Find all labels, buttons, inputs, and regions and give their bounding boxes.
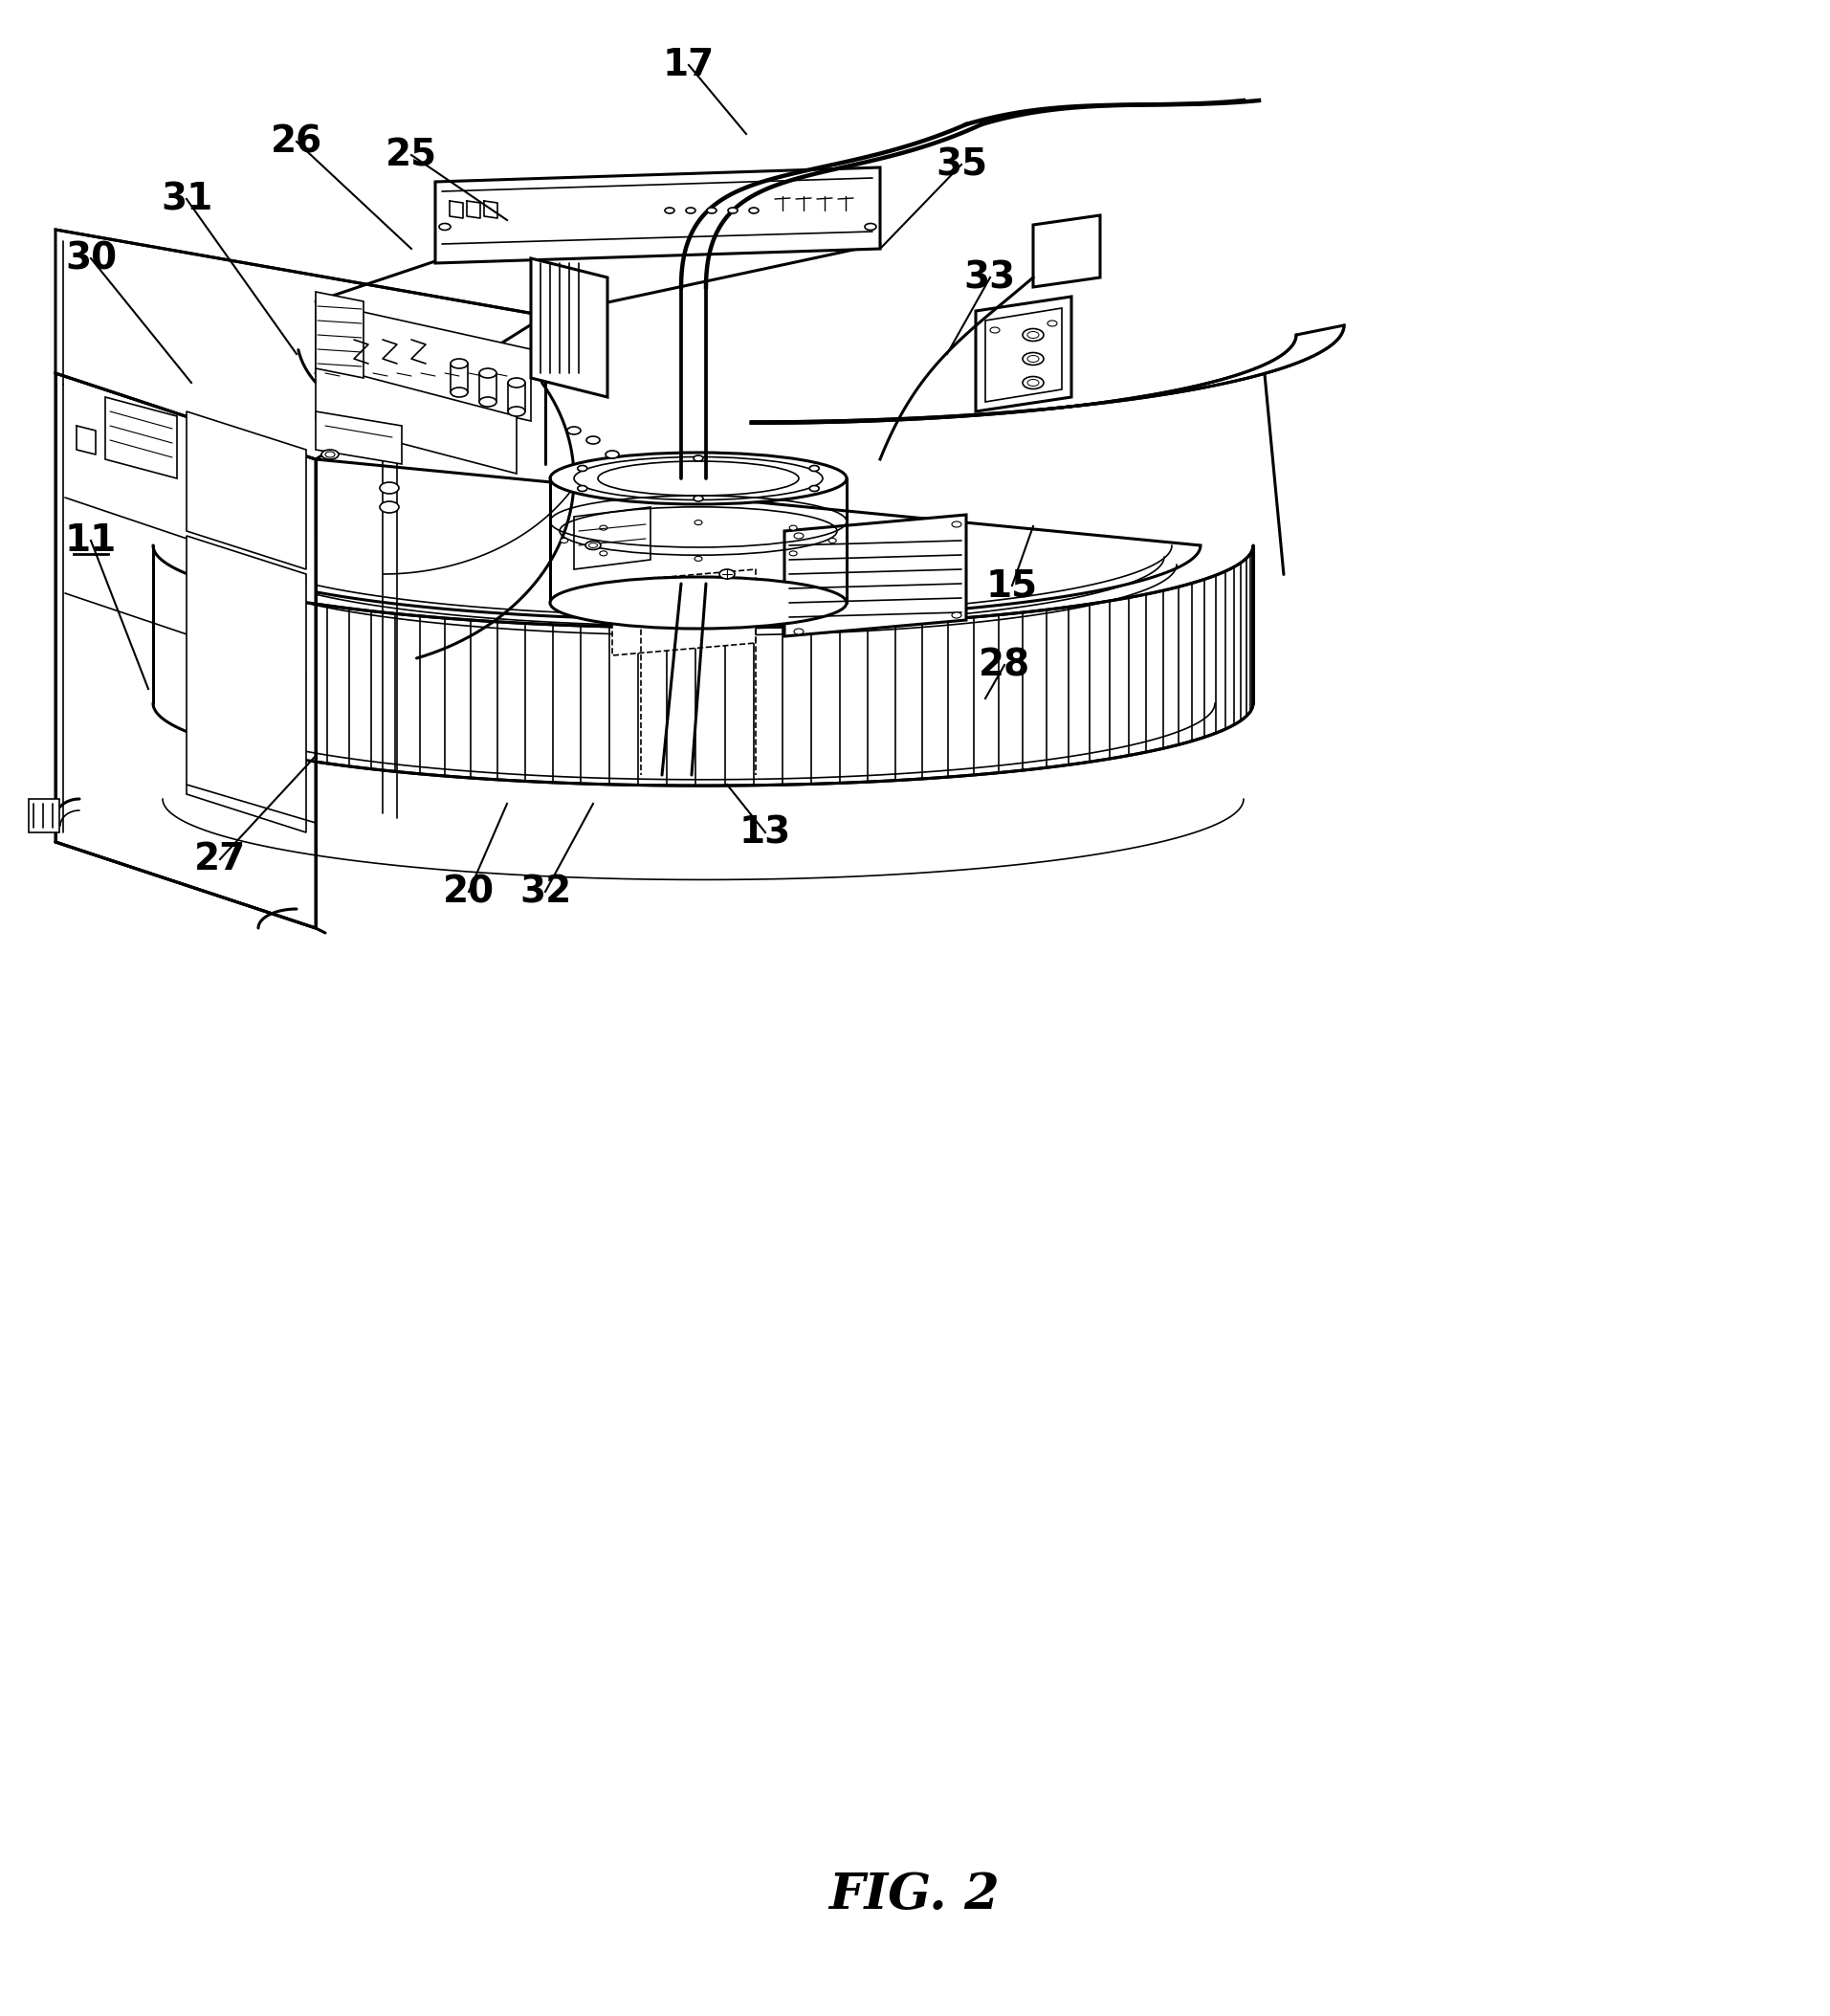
Ellipse shape xyxy=(866,224,877,230)
Polygon shape xyxy=(154,546,1254,786)
Ellipse shape xyxy=(695,556,703,560)
Polygon shape xyxy=(985,308,1061,401)
Ellipse shape xyxy=(1023,353,1043,365)
Ellipse shape xyxy=(952,522,961,528)
Ellipse shape xyxy=(664,208,675,214)
Ellipse shape xyxy=(560,538,567,542)
Polygon shape xyxy=(29,798,59,833)
Ellipse shape xyxy=(1023,377,1043,389)
Ellipse shape xyxy=(578,486,587,492)
Ellipse shape xyxy=(694,496,703,502)
Text: 31: 31 xyxy=(161,181,212,218)
Ellipse shape xyxy=(509,377,525,387)
Ellipse shape xyxy=(794,629,803,635)
Text: FIG. 2: FIG. 2 xyxy=(829,1871,999,1919)
Ellipse shape xyxy=(509,407,525,415)
Polygon shape xyxy=(317,411,403,464)
Text: 26: 26 xyxy=(271,123,322,159)
Ellipse shape xyxy=(578,466,587,472)
Ellipse shape xyxy=(809,466,820,472)
Ellipse shape xyxy=(1023,329,1043,341)
Polygon shape xyxy=(575,508,650,569)
Text: 15: 15 xyxy=(986,566,1038,603)
Ellipse shape xyxy=(789,550,798,556)
Ellipse shape xyxy=(829,538,836,542)
Text: 33: 33 xyxy=(964,260,1016,296)
Polygon shape xyxy=(531,258,608,397)
Ellipse shape xyxy=(686,208,695,214)
Ellipse shape xyxy=(586,540,600,550)
Ellipse shape xyxy=(381,502,399,512)
Ellipse shape xyxy=(322,450,339,460)
Polygon shape xyxy=(317,363,516,474)
Ellipse shape xyxy=(450,359,468,369)
Text: 30: 30 xyxy=(66,240,117,276)
Ellipse shape xyxy=(600,550,608,556)
Text: 13: 13 xyxy=(739,814,791,851)
Ellipse shape xyxy=(551,577,847,629)
Ellipse shape xyxy=(719,569,734,579)
Ellipse shape xyxy=(479,369,496,377)
Polygon shape xyxy=(55,230,545,460)
Polygon shape xyxy=(975,296,1071,411)
Ellipse shape xyxy=(952,613,961,619)
Ellipse shape xyxy=(990,327,999,333)
Text: 20: 20 xyxy=(443,873,494,909)
Ellipse shape xyxy=(381,482,399,494)
Ellipse shape xyxy=(748,208,759,214)
Ellipse shape xyxy=(695,520,703,524)
Polygon shape xyxy=(613,569,756,655)
Polygon shape xyxy=(436,167,880,264)
Ellipse shape xyxy=(1047,321,1058,327)
Text: 28: 28 xyxy=(979,647,1030,683)
Polygon shape xyxy=(750,325,1343,423)
Ellipse shape xyxy=(809,486,820,492)
Text: 35: 35 xyxy=(935,147,986,183)
Polygon shape xyxy=(785,514,966,637)
Ellipse shape xyxy=(600,526,608,530)
Ellipse shape xyxy=(794,532,803,538)
Ellipse shape xyxy=(728,208,737,214)
Ellipse shape xyxy=(586,435,600,444)
Ellipse shape xyxy=(706,208,717,214)
Ellipse shape xyxy=(694,456,703,462)
Polygon shape xyxy=(205,460,1200,619)
Ellipse shape xyxy=(450,387,468,397)
Text: 25: 25 xyxy=(386,137,437,173)
Polygon shape xyxy=(187,536,306,833)
Polygon shape xyxy=(106,397,178,478)
Text: 32: 32 xyxy=(520,873,571,909)
Ellipse shape xyxy=(789,526,798,530)
Text: 27: 27 xyxy=(194,841,245,877)
Ellipse shape xyxy=(479,397,496,407)
Text: 11: 11 xyxy=(64,522,117,558)
Polygon shape xyxy=(187,411,306,569)
Polygon shape xyxy=(55,373,317,927)
Ellipse shape xyxy=(439,224,450,230)
Text: 17: 17 xyxy=(662,46,716,83)
Polygon shape xyxy=(317,302,531,421)
Ellipse shape xyxy=(551,452,847,504)
Polygon shape xyxy=(317,292,364,377)
Polygon shape xyxy=(1034,216,1100,286)
Ellipse shape xyxy=(606,452,619,458)
Ellipse shape xyxy=(567,427,580,433)
